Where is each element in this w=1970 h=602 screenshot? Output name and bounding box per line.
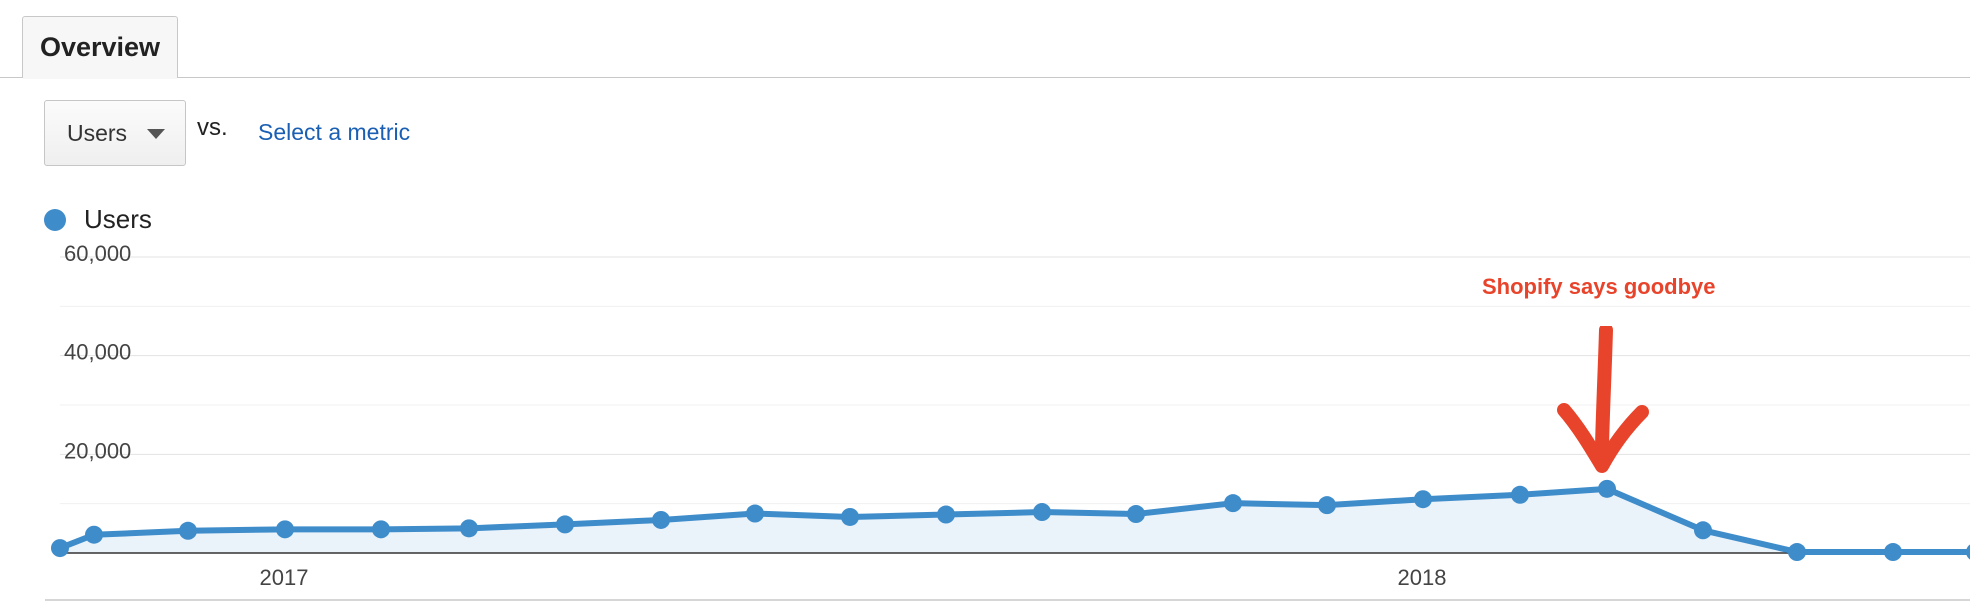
tab-strip: Overview (0, 0, 1970, 79)
vs-label: vs. (197, 114, 228, 141)
data-point (1224, 494, 1242, 513)
data-point (1694, 521, 1712, 540)
y-tick-label: 40,000 (64, 340, 131, 365)
caret-down-icon (147, 129, 165, 139)
data-point (1318, 496, 1336, 515)
data-point (51, 539, 69, 558)
legend-label: Users (84, 204, 152, 234)
data-point (1511, 485, 1529, 504)
data-point (652, 510, 670, 529)
tab-divider (0, 77, 1970, 78)
data-point (937, 505, 955, 524)
y-tick-label: 60,000 (64, 241, 131, 266)
series-line-users (57, 485, 1970, 556)
legend-dot-icon (44, 208, 66, 231)
data-point (1788, 543, 1806, 562)
annotation-label: Shopify says goodbye (1482, 274, 1716, 299)
metric-dropdown[interactable]: Users (44, 100, 186, 166)
data-point (372, 520, 390, 539)
data-point (1884, 543, 1902, 562)
select-metric-link[interactable]: Select a metric (258, 119, 411, 145)
chart-legend: Users (44, 204, 152, 235)
annotation-arrow-icon (1557, 326, 1649, 473)
series-area (60, 488, 1970, 553)
data-point (1966, 544, 1970, 560)
x-tick-label: 2017 (260, 565, 309, 590)
data-point (841, 507, 859, 526)
data-point (556, 515, 574, 534)
data-point (746, 504, 764, 523)
data-point (1414, 490, 1432, 509)
data-point (1598, 479, 1616, 498)
data-point (1127, 505, 1145, 524)
tab-overview[interactable]: Overview (22, 16, 178, 79)
data-point (460, 519, 478, 538)
y-tick-label: 20,000 (64, 438, 131, 463)
data-point (85, 525, 103, 544)
metric-dropdown-value: Users (67, 119, 128, 146)
x-tick-label: 2018 (1398, 565, 1447, 590)
data-point (179, 521, 197, 540)
data-point (1033, 503, 1051, 522)
data-point (276, 520, 294, 539)
